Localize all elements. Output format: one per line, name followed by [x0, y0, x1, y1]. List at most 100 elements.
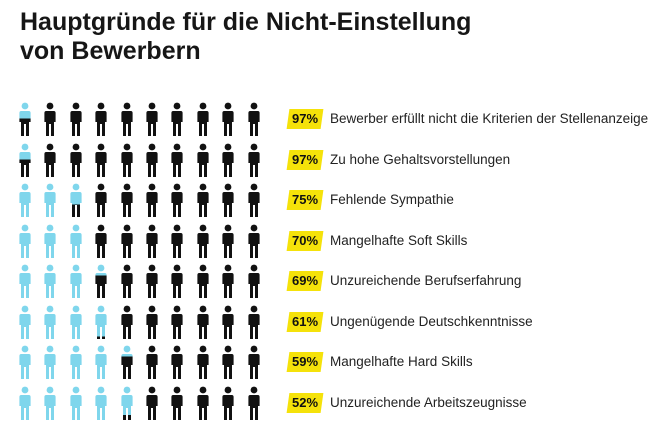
person-icon	[95, 305, 107, 339]
person-icon	[44, 305, 56, 339]
person-icon	[95, 264, 107, 298]
person-icon	[171, 345, 183, 379]
person-icon	[70, 102, 82, 136]
person-icon	[247, 305, 260, 339]
person-icon	[44, 143, 56, 177]
person-icon	[197, 386, 209, 420]
person-icon	[146, 264, 158, 298]
person-icon	[70, 305, 82, 339]
person-icon	[222, 183, 234, 217]
person-icon	[222, 264, 234, 298]
chart-row: 61% Ungenügende Deutschkenntnisse	[0, 303, 670, 343]
person-icon	[44, 102, 56, 136]
icon-row	[16, 345, 278, 381]
person-icon	[120, 305, 133, 339]
person-icon	[197, 143, 209, 177]
percentage-value: 52%	[292, 394, 319, 410]
icon-row	[16, 143, 278, 179]
person-icon	[120, 345, 133, 379]
icon-row	[16, 224, 278, 260]
reason-label: Ungenügende Deutschkenntnisse	[330, 313, 533, 329]
person-icon	[70, 264, 82, 298]
person-icon	[171, 102, 183, 136]
person-icon	[222, 102, 234, 136]
percentage-value: 69%	[292, 273, 319, 288]
title-line-2: von Bewerbern	[20, 37, 201, 65]
icon-row	[16, 102, 278, 138]
person-icon	[247, 143, 260, 177]
percentage-badge: 97%	[286, 109, 324, 129]
percentage-value: 97%	[292, 111, 319, 126]
chart-row: 52% Unzureichende Arbeitszeugnisse	[0, 384, 670, 424]
person-icon	[44, 224, 56, 258]
person-icon	[197, 224, 209, 258]
person-icon	[222, 345, 234, 379]
person-icon	[247, 386, 260, 420]
person-icon	[171, 386, 183, 420]
person-icon	[197, 183, 209, 217]
chart-row: 97% Bewerber erfüllt nicht die Kriterien …	[0, 100, 670, 140]
percentage-value: 97%	[292, 151, 319, 167]
person-icon	[44, 264, 56, 298]
person-icon	[146, 386, 158, 420]
person-icon	[146, 305, 158, 339]
person-icon	[19, 183, 31, 217]
percentage-value: 59%	[292, 354, 319, 369]
person-icon	[247, 224, 260, 258]
person-icon	[222, 305, 234, 339]
person-icon	[44, 345, 56, 379]
person-icon	[197, 102, 209, 136]
chart-row: 69% Unzureichende Berufserfahrung	[0, 262, 670, 302]
person-icon	[222, 386, 234, 420]
icon-row	[16, 183, 278, 219]
percentage-value: 75%	[292, 192, 319, 207]
reason-label: Unzureichende Berufserfahrung	[330, 273, 522, 288]
person-icon	[146, 143, 158, 177]
person-icon	[222, 143, 234, 177]
person-icon	[19, 386, 31, 420]
person-icon	[19, 143, 31, 177]
person-icon	[222, 224, 234, 258]
reason-label: Fehlende Sympathie	[330, 192, 454, 207]
person-icon	[44, 183, 56, 217]
person-icon	[44, 386, 56, 420]
person-icon	[247, 183, 260, 217]
person-icon	[146, 183, 158, 217]
person-icon	[120, 183, 133, 217]
percentage-badge: 61%	[286, 311, 324, 332]
reason-label: Mangelhafte Hard Skills	[330, 354, 473, 369]
person-icon	[19, 305, 31, 339]
reason-label: Zu hohe Gehaltsvorstellungen	[330, 151, 511, 167]
person-icon	[247, 102, 260, 136]
percentage-badge: 75%	[286, 190, 324, 210]
person-icon	[247, 264, 260, 298]
chart-row: 70% Mangelhafte Soft Skills	[0, 222, 670, 262]
percentage-badge: 97%	[286, 149, 324, 170]
person-icon	[95, 224, 107, 258]
person-icon	[171, 305, 183, 339]
person-icon	[171, 143, 183, 177]
reason-label: Bewerber erfüllt nicht die Kriterien der…	[330, 111, 649, 126]
person-icon	[171, 264, 183, 298]
percentage-badge: 70%	[286, 230, 324, 251]
icon-row	[16, 305, 278, 341]
person-icon	[120, 143, 133, 177]
percentage-value: 70%	[292, 232, 319, 248]
person-icon	[120, 386, 133, 420]
person-icon	[95, 102, 107, 136]
icon-row	[16, 386, 278, 422]
person-icon	[70, 386, 82, 420]
person-icon	[70, 345, 82, 379]
person-icon	[197, 345, 209, 379]
person-icon	[146, 345, 158, 379]
person-icon	[197, 305, 209, 339]
person-icon	[120, 264, 133, 298]
chart-row: 59% Mangelhafte Hard Skills	[0, 343, 670, 383]
person-icon	[95, 143, 107, 177]
person-icon	[19, 345, 31, 379]
person-icon	[146, 102, 158, 136]
percentage-badge: 52%	[286, 392, 324, 413]
person-icon	[19, 264, 31, 298]
person-icon	[95, 386, 107, 420]
chart-title: Hauptgründe für die Nicht-Einstellung vo…	[20, 8, 471, 66]
